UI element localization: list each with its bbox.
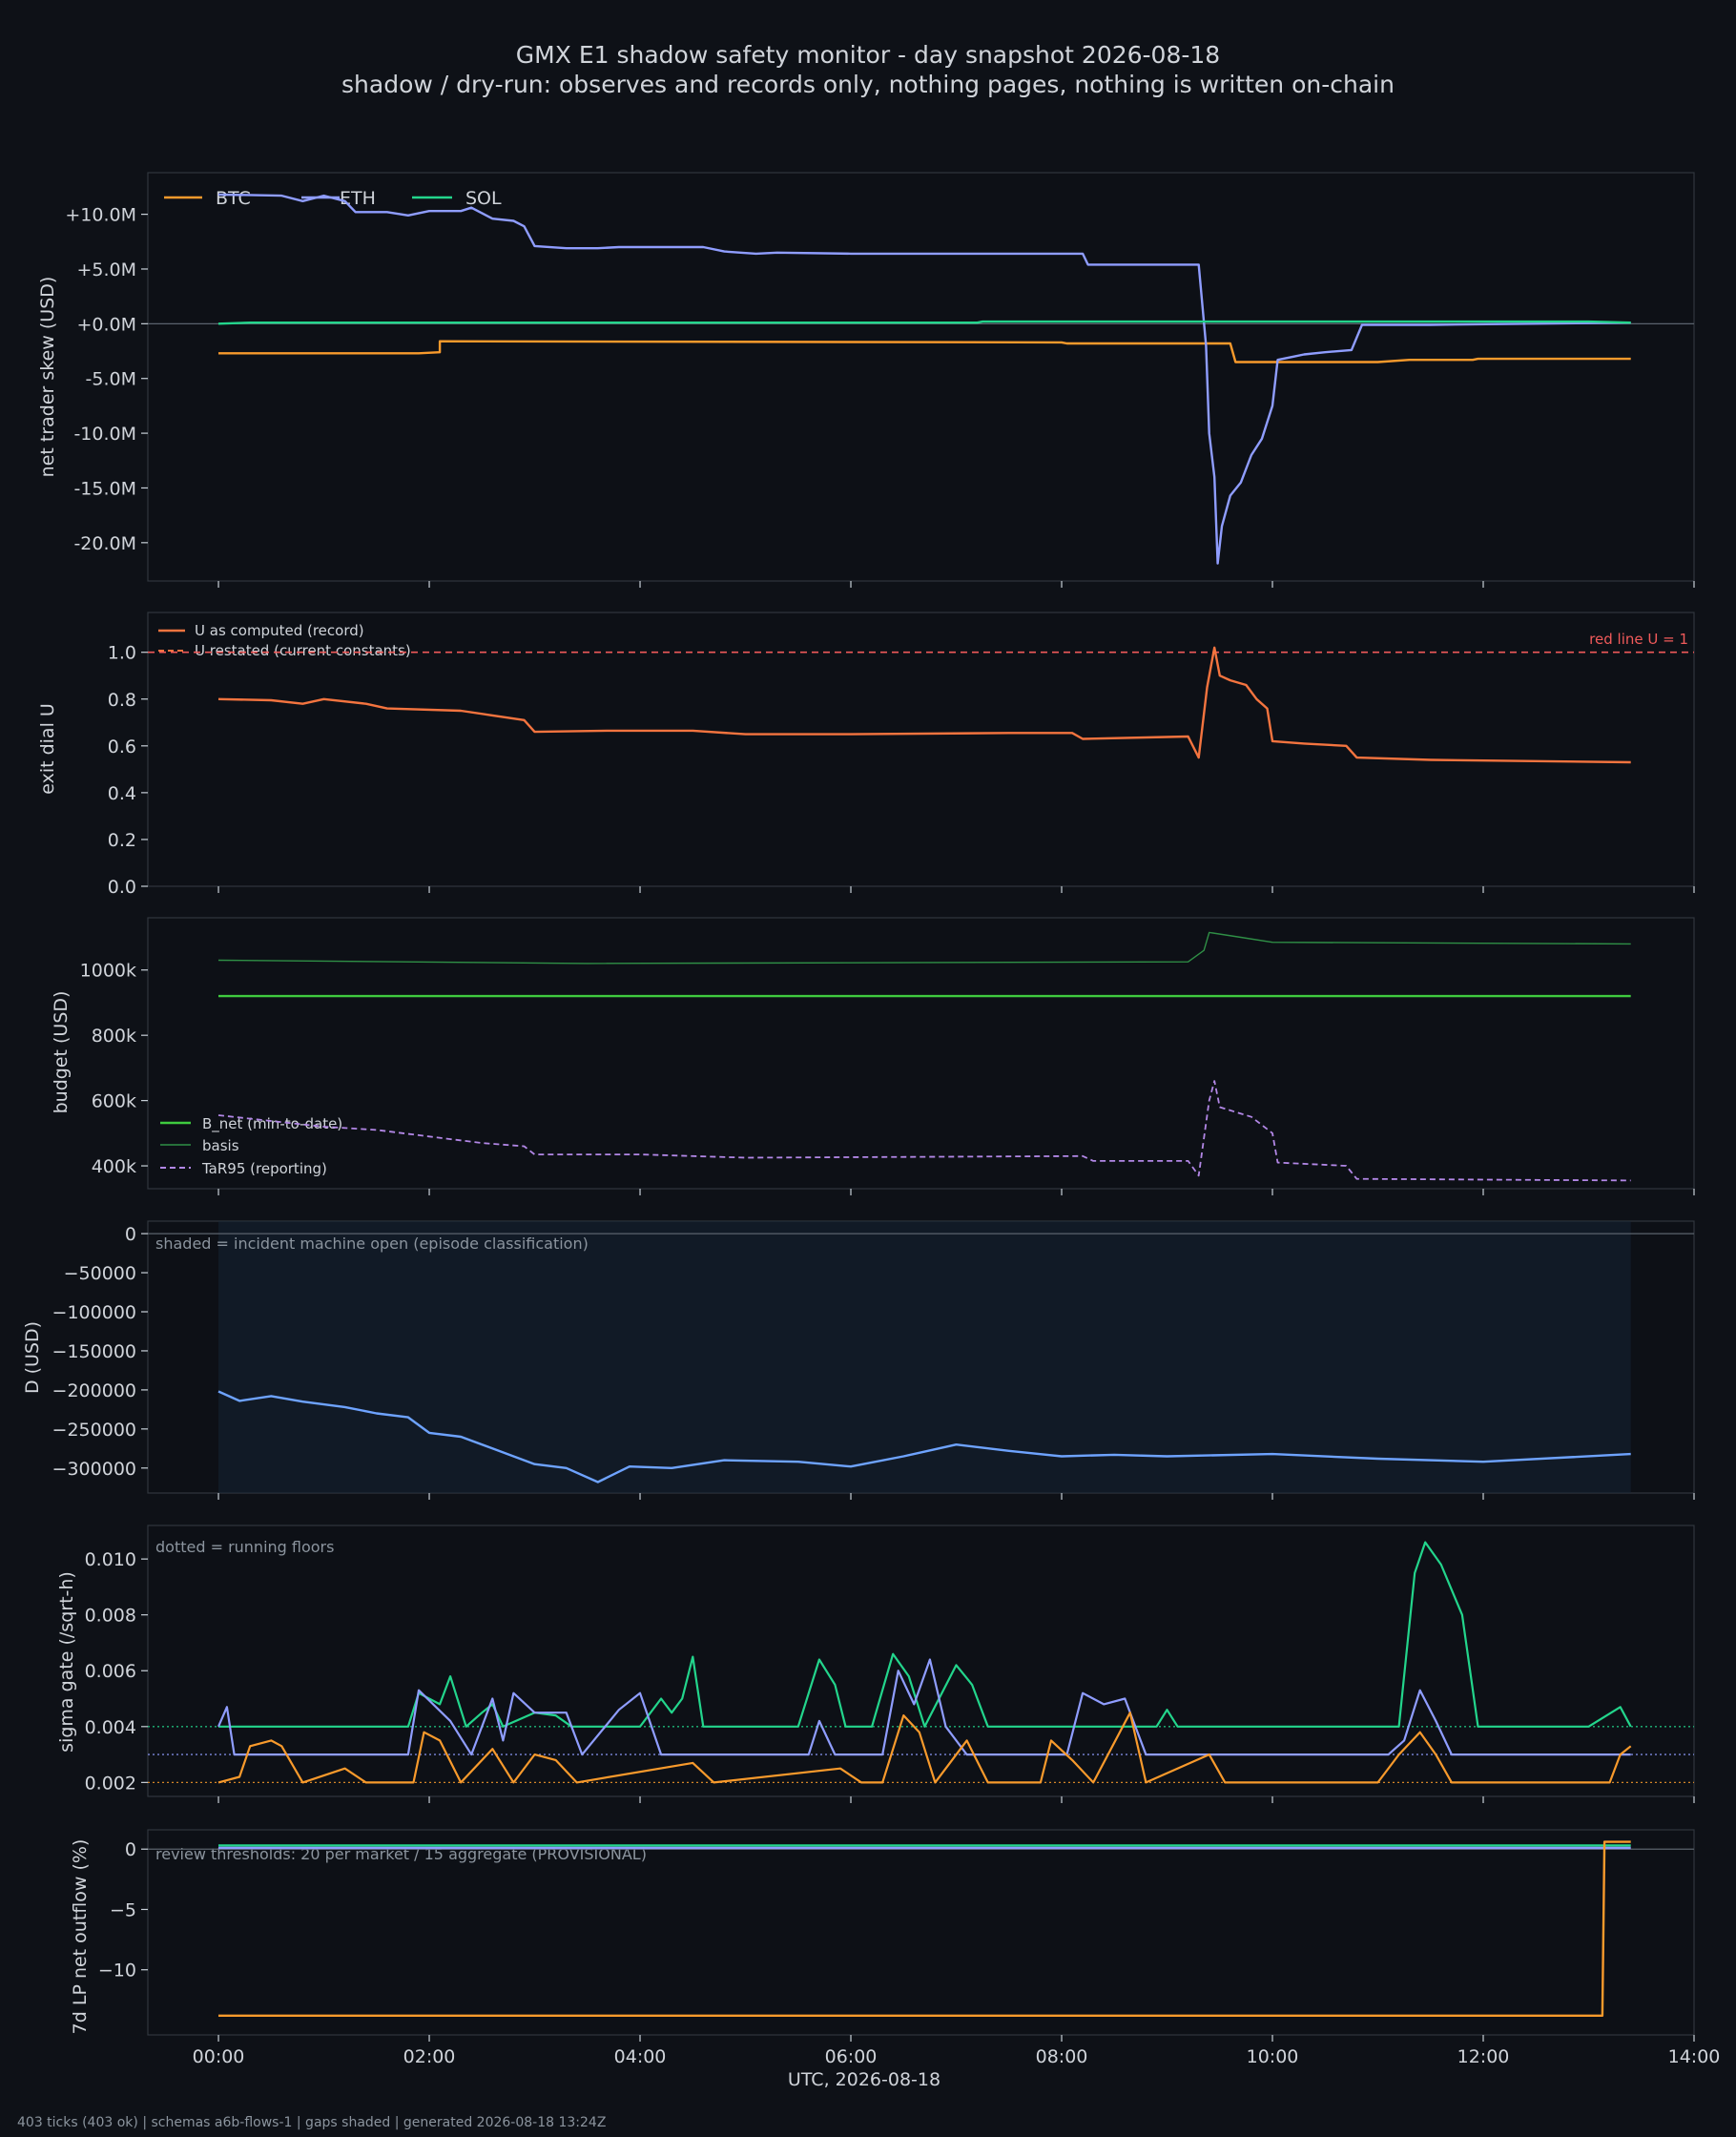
skew-ytick-label: +10.0M [65,205,136,226]
sigma_gate-series-eth-line [217,1658,1631,1756]
sigma_gate-ytick-label: 0.006 [85,1661,136,1682]
legend-label-b-net: B_net (min-to-date) [202,1115,342,1133]
incident-shading-note: shaded = incident machine open (episode … [155,1234,589,1253]
exit_dial-ytick-label: 0.6 [108,737,136,757]
budget-panel: budget (USD) B_net (min-to-date) basis T… [51,917,1695,1195]
budget-ytick-label: 600k [92,1091,136,1112]
budget-legend: B_net (min-to-date) basis TaR95 (reporti… [160,1115,342,1177]
d_usd-ytick-label: −150000 [52,1341,136,1362]
skew-ytick-label: -10.0M [73,424,136,445]
exit-dial-y-label: exit dial U [37,703,58,795]
budget-y-label: budget (USD) [51,991,72,1114]
skew-series-btc-line [218,340,1631,363]
d_usd-ytick-label: −200000 [52,1380,136,1401]
skew-ytick-label: -15.0M [73,478,136,499]
skew-y-label: net trader skew (USD) [37,277,58,478]
skew-ytick-label: -5.0M [86,369,136,390]
exit_dial-ytick-label: 0.2 [108,830,136,851]
legend-label-u-computed: U as computed (record) [195,622,364,639]
running-floors-note: dotted = running floors [155,1538,334,1556]
budget-series-basis-line [217,931,1631,965]
exit_dial-ytick-label: 0.0 [108,877,136,898]
d_usd-ytick-label: −250000 [52,1420,136,1441]
d_usd-ytick-label: −100000 [52,1302,136,1323]
exit-dial-legend: U as computed (record) U restated (curre… [158,622,411,659]
budget-ytick-label: 1000k [80,961,136,982]
legend-label-tar95: TaR95 (reporting) [201,1160,327,1177]
xtick-label: 10:00 [1247,2046,1299,2067]
sigma_gate-ytick-label: 0.002 [85,1773,136,1794]
lp-outflow-y-label: 7d LP net outflow (%) [70,1839,91,2035]
skew-plot-frame [147,172,1695,582]
x-axis-label: UTC, 2026-08-18 [788,2069,940,2090]
exit-dial-panel: exit dial U red line U = 1 U as computed… [37,612,1695,898]
exit_dial-plot-frame [147,612,1695,887]
legend-label-u-restated: U restated (current constants) [195,642,411,659]
xtick-label: 06:00 [825,2046,878,2067]
d_usd-incident-shading [218,1221,1631,1493]
d-usd-panel: D (USD) shaded = incident machine open (… [22,1220,1695,1500]
budget-ytick-label: 800k [92,1026,136,1047]
sigma-gate-panel: sigma gate (/sqrt-h) dotted = running fl… [56,1525,1695,1803]
d-usd-y-label: D (USD) [22,1321,43,1394]
sigma_gate-series-btc-line [217,1712,1632,1784]
lp_outflow-plot-frame [147,1829,1695,2036]
skew-panel: net trader skew (USD) BTC ETH SOL +10.0M… [37,172,1695,588]
budget-plot-frame [147,917,1695,1190]
skew-series-eth-line [217,193,1631,565]
lp-outflow-panel: 7d LP net outflow (%) review thresholds:… [70,1829,1721,2090]
figure-title: GMX E1 shadow safety monitor - day snaps… [516,41,1220,69]
skew-ytick-label: -20.0M [73,533,136,554]
exit_dial-ytick-label: 0.8 [108,690,136,711]
exit_dial-series-u-line [217,646,1631,764]
sigma_gate-ytick-label: 0.004 [85,1717,136,1738]
d_usd-plot-frame [147,1220,1695,1494]
budget-ytick-label: 400k [92,1156,136,1177]
xtick-label: 14:00 [1668,2046,1721,2067]
d_usd-ytick-label: −50000 [64,1263,136,1284]
xtick-label: 02:00 [403,2046,456,2067]
xtick-label: 04:00 [614,2046,667,2067]
d_usd-series-d-line [217,1390,1631,1483]
sigma_gate-ytick-label: 0.010 [85,1549,136,1570]
legend-label-sol: SOL [465,188,502,209]
exit_dial-ytick-label: 1.0 [108,643,136,664]
sigma_gate-plot-frame [147,1525,1695,1797]
skew-series-sol-line [217,320,1631,325]
red-line-label: red line U = 1 [1589,631,1688,648]
lp_outflow-ytick-label: −10 [98,1961,136,1981]
skew-ytick-label: +5.0M [76,259,136,280]
budget-series-tar95-line [217,1080,1631,1182]
legend-label-eth: ETH [340,188,376,209]
sigma_gate-ytick-label: 0.008 [85,1606,136,1627]
figure-subtitle: shadow / dry-run: observes and records o… [341,71,1395,98]
xtick-label: 12:00 [1457,2046,1510,2067]
legend-label-btc: BTC [216,188,251,209]
d_usd-ytick-label: −300000 [52,1459,136,1480]
xtick-label: 00:00 [193,2046,245,2067]
lp_outflow-ytick-label: 0 [125,1839,136,1860]
xtick-label: 08:00 [1036,2046,1088,2067]
legend-label-basis: basis [202,1137,239,1154]
sigma-gate-y-label: sigma gate (/sqrt-h) [56,1571,77,1753]
exit_dial-ytick-label: 0.4 [108,783,136,804]
lp_outflow-series-btc-line [218,1840,1631,2017]
skew-ytick-label: +0.0M [76,314,136,335]
lp_outflow-ytick-label: −5 [110,1899,136,1920]
figure-footer: 403 ticks (403 ok) | schemas a6b-flows-1… [17,2115,606,2130]
d_usd-ytick-label: 0 [125,1224,136,1245]
